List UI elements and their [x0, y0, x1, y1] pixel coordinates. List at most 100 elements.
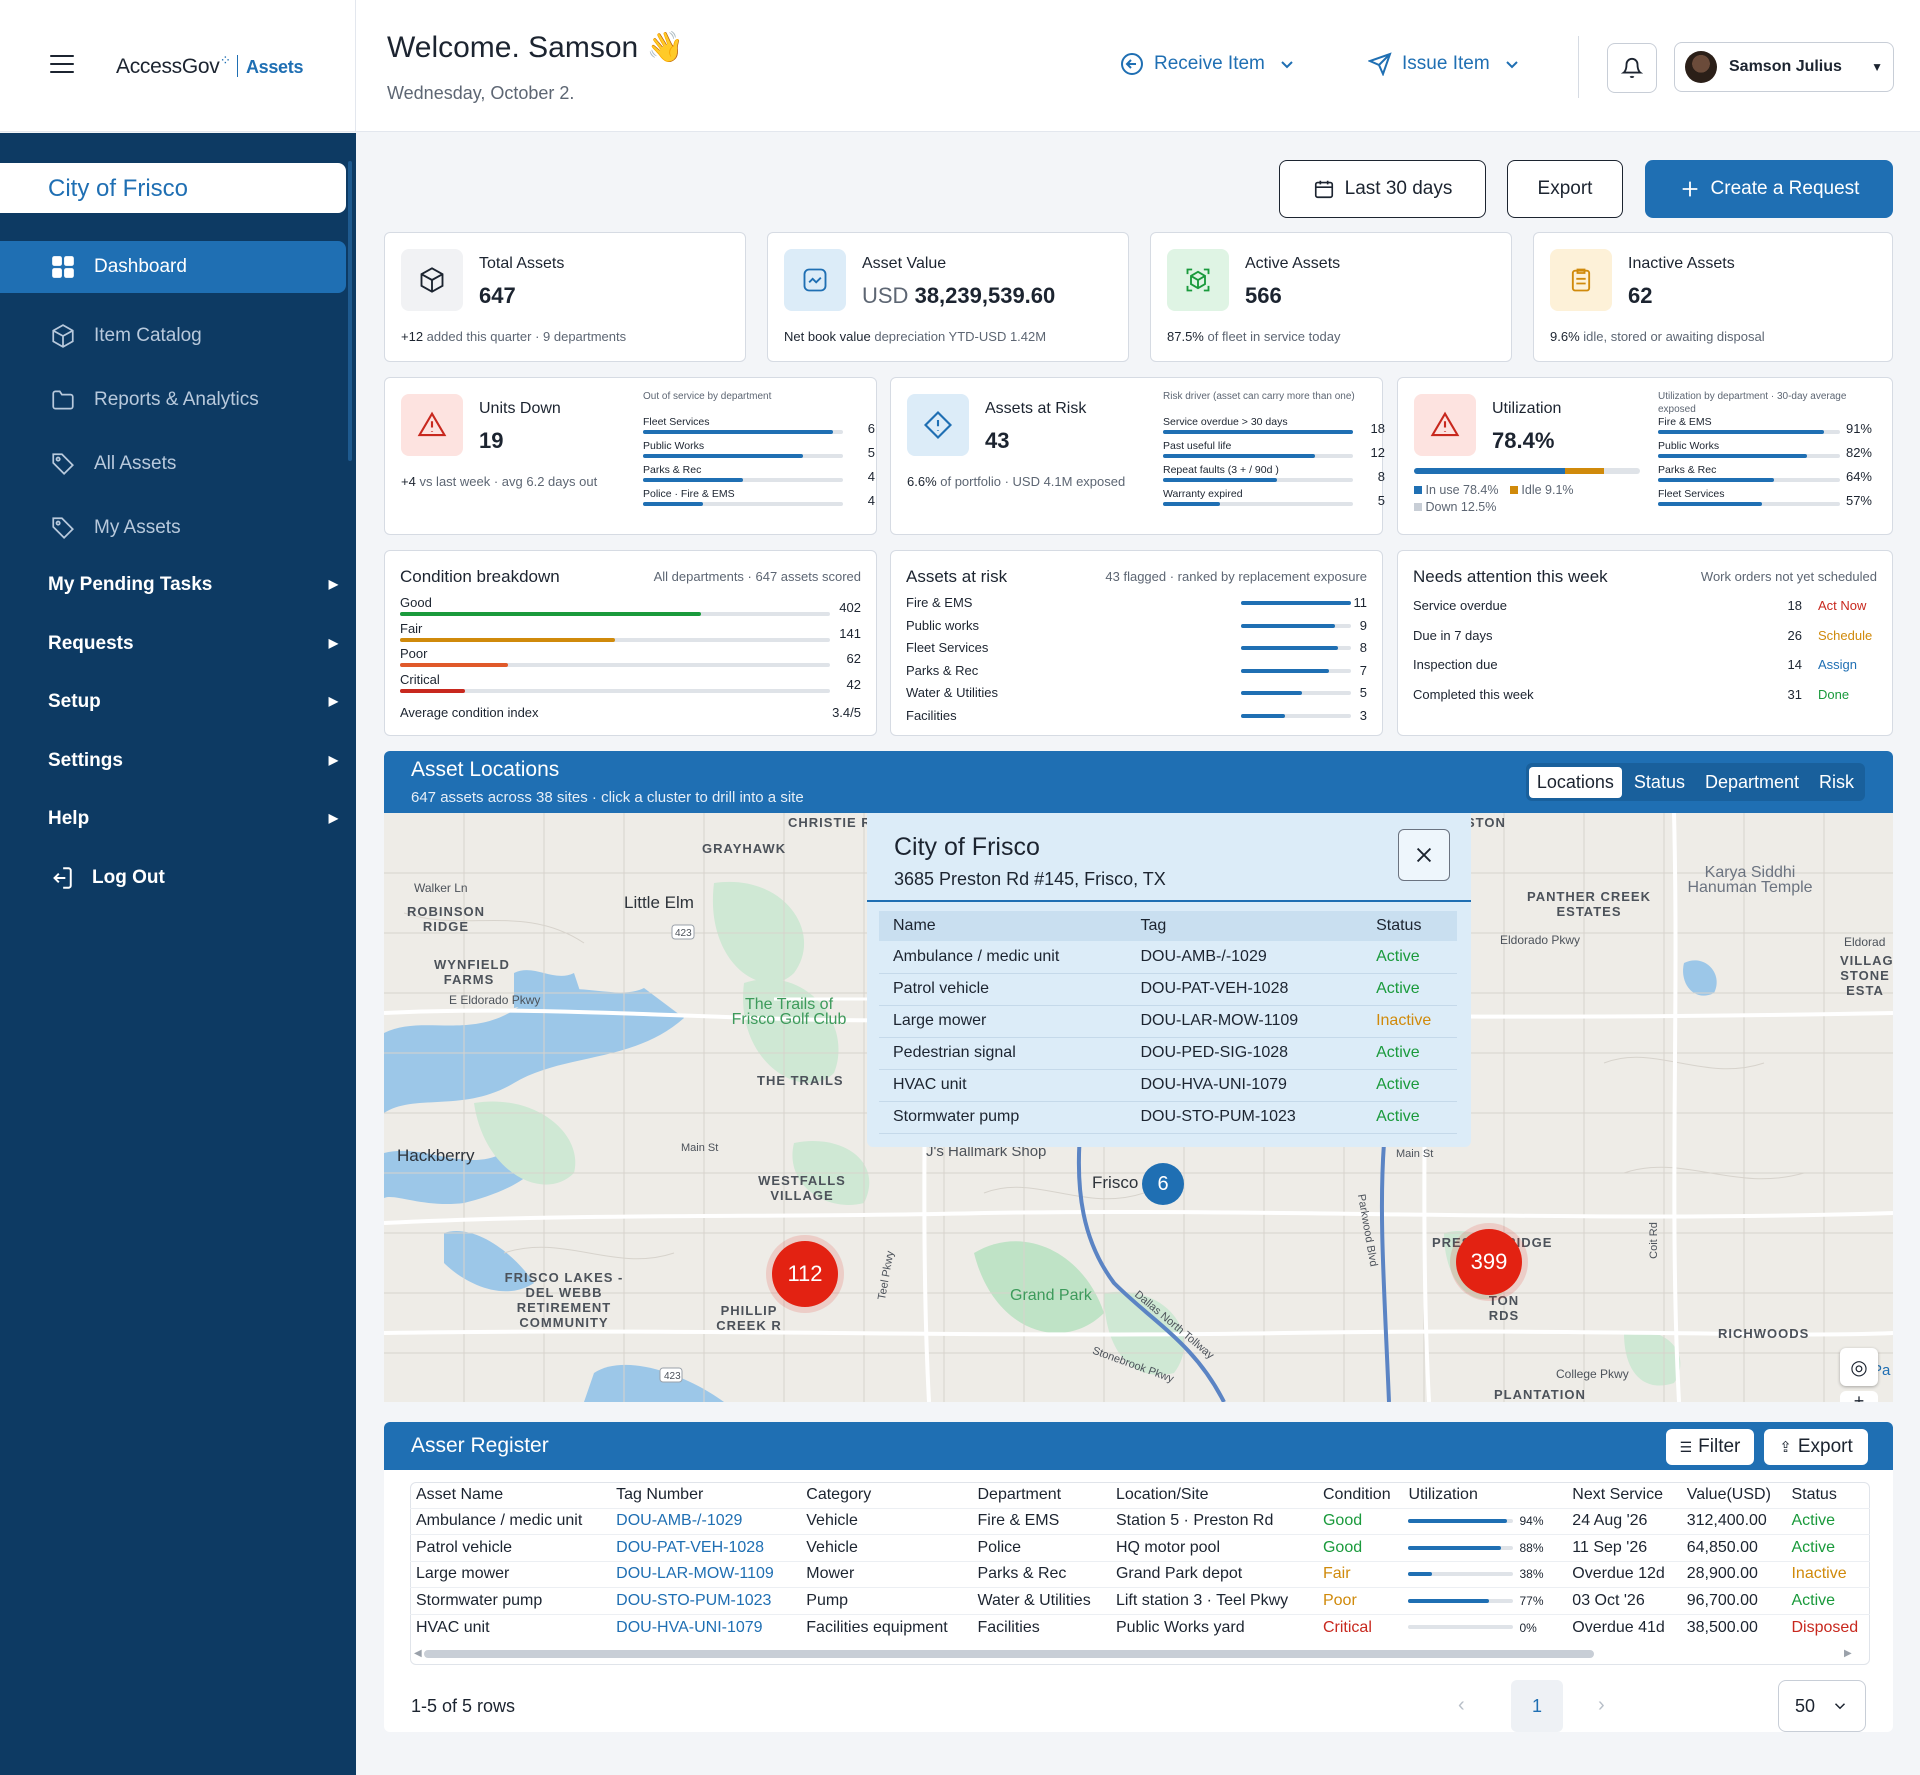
- cell-name: HVAC unit: [410, 1613, 611, 1641]
- log-out-button[interactable]: Log Out: [0, 852, 346, 904]
- menu-icon[interactable]: [50, 55, 74, 75]
- map-canvas[interactable]: CHRISTIE R GRAYHAWK Walker Ln ROBINSON R…: [384, 813, 1893, 1402]
- user-menu[interactable]: Samson Julius ▼: [1674, 42, 1894, 92]
- nav-dashboard[interactable]: Dashboard: [0, 241, 346, 293]
- kpi-utilization[interactable]: Utilization 78.4% In use 78.4% Idle 9.1%…: [1397, 377, 1893, 535]
- column-header[interactable]: Tag Number: [616, 1485, 704, 1503]
- kpi-total-assets[interactable]: Total Assets 647 +12 added this quarter …: [384, 232, 746, 362]
- export-button[interactable]: Export: [1507, 160, 1623, 218]
- cell-next: 11 Sep '26: [1566, 1534, 1681, 1561]
- popup-table-row[interactable]: Ambulance / medic unit DOU-AMB-/-1029 Acti…: [879, 941, 1457, 974]
- register-export-button[interactable]: ⇪ Export: [1764, 1429, 1868, 1465]
- column-header[interactable]: Category: [806, 1485, 872, 1503]
- column-header[interactable]: Value(USD): [1686, 1485, 1771, 1503]
- cell-status: Inactive: [1785, 1560, 1870, 1588]
- receive-item-button[interactable]: Receive Item: [1120, 52, 1299, 76]
- tab-locations[interactable]: Locations: [1528, 766, 1622, 798]
- scroll-right-icon[interactable]: ▶: [1844, 1648, 1852, 1659]
- nav-settings[interactable]: Settings ▶: [48, 750, 338, 771]
- popup-table-row[interactable]: Stormwater pump DOU-STO-PUM-1023 Active: [879, 1101, 1457, 1134]
- tab-status[interactable]: Status: [1633, 771, 1685, 792]
- cell-tag[interactable]: DOU-LAR-MOW-1109: [610, 1560, 801, 1588]
- map-cluster[interactable]: 112: [772, 1241, 838, 1307]
- popup-table-row[interactable]: Large mower DOU-LAR-MOW-1109 Inactive: [879, 1005, 1457, 1038]
- nav-my-assets[interactable]: My Assets: [0, 502, 346, 554]
- attention-action-link[interactable]: Act Now: [1818, 598, 1867, 613]
- horizontal-scrollbar[interactable]: [424, 1650, 1594, 1658]
- table-row[interactable]: HVAC unit DOU-HVA-UNI-1079 Facilities equi…: [410, 1613, 1870, 1641]
- page-number-button[interactable]: 1: [1511, 1680, 1563, 1732]
- diamond-alert-icon: [907, 394, 969, 456]
- nav-setup[interactable]: Setup ▶: [48, 691, 338, 712]
- kpi-inactive-assets[interactable]: Inactive Assets 62 9.6% idle, stored or …: [1533, 232, 1893, 362]
- rows-per-page-select[interactable]: 50: [1778, 1680, 1866, 1732]
- risk-bar: [1241, 646, 1351, 650]
- column-header[interactable]: Condition: [1322, 1485, 1391, 1503]
- organization-name[interactable]: City of Frisco: [0, 163, 346, 213]
- create-request-button[interactable]: Create a Request: [1645, 160, 1893, 218]
- asset-tag: DOU-STO-PUM-1023: [1126, 1101, 1363, 1134]
- column-header[interactable]: Status: [1791, 1485, 1837, 1503]
- close-popup-button[interactable]: [1398, 829, 1450, 881]
- cell-tag[interactable]: DOU-AMB-/-1029: [610, 1507, 801, 1535]
- nav-help[interactable]: Help ▶: [48, 808, 338, 829]
- cell-cat: Vehicle: [800, 1534, 972, 1561]
- map-tabs: Locations Status Department Risk: [1525, 763, 1865, 801]
- tab-department[interactable]: Department: [1704, 771, 1799, 792]
- kpi-units-down[interactable]: Units Down 19 +4 vs last week · avg 6.2 …: [384, 377, 877, 535]
- kpi-active-assets[interactable]: Active Assets 566 87.5% of fleet in serv…: [1150, 232, 1512, 362]
- attention-action-link[interactable]: Done: [1818, 686, 1850, 702]
- zoom-in-button[interactable]: +: [1840, 1391, 1878, 1402]
- table-row[interactable]: Stormwater pump DOU-STO-PUM-1023 Pump Water…: [410, 1587, 1870, 1614]
- nav-my-pending-tasks[interactable]: My Pending Tasks ▶: [48, 574, 338, 595]
- scroll-left-icon[interactable]: ◀: [414, 1648, 422, 1659]
- utilization-value: 38%: [1519, 1567, 1544, 1582]
- risk-count: 9: [1359, 617, 1367, 633]
- attention-action-link[interactable]: Schedule: [1818, 627, 1873, 643]
- nav-requests[interactable]: Requests ▶: [48, 633, 338, 654]
- cell-status: Active: [1785, 1507, 1870, 1535]
- cell-cond: Good: [1316, 1534, 1403, 1561]
- next-page-icon[interactable]: ›: [1598, 1694, 1605, 1716]
- nav-reports-analytics[interactable]: Reports & Analytics: [0, 374, 346, 426]
- table-row[interactable]: Ambulance / medic unit DOU-AMB-/-1029 Vehi…: [410, 1507, 1870, 1535]
- table-row[interactable]: Patrol vehicle DOU-PAT-VEH-1028 Vehicle Pol…: [410, 1534, 1870, 1561]
- chevron-right-icon: ▶: [328, 636, 338, 650]
- app-logo[interactable]: AccessGov⁘ Assets: [116, 52, 304, 78]
- tab-risk[interactable]: Risk: [1819, 771, 1854, 792]
- locate-icon[interactable]: ◎: [1840, 1348, 1878, 1386]
- column-header[interactable]: Utilization: [1408, 1485, 1478, 1503]
- popup-table-row[interactable]: HVAC unit DOU-HVA-UNI-1079 Active: [879, 1069, 1457, 1102]
- cell-tag[interactable]: DOU-STO-PUM-1023: [610, 1587, 801, 1614]
- mini-row-value: 5: [867, 445, 875, 460]
- asset-name: HVAC unit: [879, 1069, 1127, 1102]
- attention-count: 18: [1787, 598, 1802, 613]
- map-cluster[interactable]: 399: [1456, 1229, 1522, 1295]
- kpi-asset-value[interactable]: Asset Value USD 38,239,539.60 Net book v…: [767, 232, 1129, 362]
- date-range-button[interactable]: Last 30 days: [1279, 160, 1486, 218]
- table-row[interactable]: Large mower DOU-LAR-MOW-1109 Mower Parks & …: [410, 1560, 1870, 1588]
- cell-loc: Lift station 3 · Teel Pkwy: [1109, 1587, 1317, 1614]
- prev-page-icon[interactable]: ‹: [1458, 1694, 1465, 1716]
- mini-row-bar: [1163, 454, 1353, 458]
- column-header[interactable]: Department: [977, 1485, 1062, 1503]
- column-header[interactable]: Asset Name: [416, 1485, 504, 1503]
- attention-action-link[interactable]: Assign: [1818, 657, 1858, 672]
- notifications-button[interactable]: [1607, 43, 1657, 93]
- map-cluster-selected[interactable]: 6: [1142, 1163, 1184, 1205]
- cell-tag[interactable]: DOU-PAT-VEH-1028: [610, 1534, 801, 1561]
- popup-table-row[interactable]: Pedestrian signal DOU-PED-SIG-1028 Active: [879, 1037, 1457, 1070]
- issue-item-button[interactable]: Issue Item: [1368, 52, 1524, 76]
- column-header[interactable]: Location/Site: [1115, 1485, 1209, 1503]
- condition-bar: [400, 663, 830, 667]
- kpi-assets-at-risk[interactable]: Assets at Risk 43 6.6% of portfolio · US…: [890, 377, 1385, 535]
- mini-row-value: 91%: [1845, 421, 1872, 436]
- filter-button[interactable]: ☰ Filter: [1666, 1429, 1754, 1465]
- popup-table-row[interactable]: Patrol vehicle DOU-PAT-VEH-1028 Active: [879, 973, 1457, 1006]
- attention-label: Inspection due: [1413, 657, 1498, 672]
- cell-tag[interactable]: DOU-HVA-UNI-1079: [610, 1613, 801, 1641]
- column-header[interactable]: Next Service: [1572, 1485, 1663, 1503]
- nav-all-assets[interactable]: All Assets: [0, 438, 346, 490]
- cell-next: Overdue 41d: [1566, 1613, 1681, 1641]
- nav-item-catalog[interactable]: Item Catalog: [0, 310, 346, 362]
